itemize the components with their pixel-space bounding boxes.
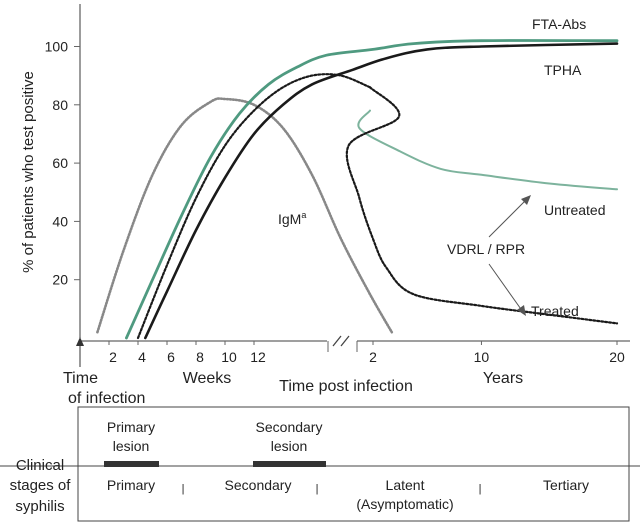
origin-label-1: Time [63, 370, 98, 387]
igm-label: IgMa [278, 210, 306, 227]
origin-arrow-head [76, 337, 84, 346]
x-tick-label-year-10: 10 [474, 349, 490, 365]
stages-title-1: Clinical [16, 457, 64, 474]
y-tick-label-100: 100 [45, 39, 69, 55]
vdrl-rpr-label: VDRL / RPR [447, 241, 525, 257]
x-tick-label-week-10: 10 [221, 349, 237, 365]
x-tick-label-week-8: 8 [196, 349, 204, 365]
untreated-label: Untreated [544, 202, 605, 218]
curves [96, 39, 619, 340]
stages-title-2: stages of [10, 477, 72, 494]
stage-tertiary: Tertiary [543, 477, 589, 493]
stage-secondary: Secondary [225, 477, 292, 493]
y-tick-label-80: 80 [52, 97, 68, 113]
y-axis-label: % of patients who test positive [20, 71, 37, 273]
curve-fta-abs [125, 39, 619, 340]
fta-abs-label: FTA-Abs [532, 16, 586, 32]
curve-vdrl-rpr-early [136, 73, 372, 340]
y-tick-label-60: 60 [52, 155, 68, 171]
x-tick-label-week-6: 6 [167, 349, 175, 365]
secondary-lesion-label-2: lesion [271, 438, 308, 454]
years-label: Years [483, 370, 523, 387]
curve-vdrl-rpr-untreated [357, 109, 618, 191]
igm-superscript: a [301, 210, 306, 220]
stage-primary: Primary [107, 477, 155, 493]
stage-sep-3: | [479, 483, 482, 495]
x-axis-label: Time post infection [279, 378, 413, 395]
x-tick-label-week-2: 2 [109, 349, 117, 365]
x-tick-label-year-20: 20 [609, 349, 625, 365]
secondary-lesion-label-1: Secondary [256, 419, 323, 435]
treated-arrow [488, 263, 526, 316]
curve-igm [96, 97, 394, 334]
x-tick-label-year-2: 2 [369, 349, 377, 365]
x-tick-label-week-4: 4 [138, 349, 146, 365]
curve-tpha [144, 42, 619, 340]
stage-sep-2: | [316, 483, 319, 495]
axis-break-mark [332, 335, 350, 347]
y-tick-label-40: 40 [52, 213, 68, 229]
untreated-arrow [488, 195, 531, 238]
x-tick-label-week-12: 12 [250, 349, 266, 365]
stages-title-3: syphilis [15, 498, 64, 515]
treated-label: Treated [531, 303, 579, 319]
y-tick-label-20: 20 [52, 272, 68, 288]
tpha-label: TPHA [544, 62, 582, 78]
secondary-lesion-bar [253, 461, 326, 467]
origin-label-2: of infection [68, 390, 145, 407]
primary-lesion-label-1: Primary [107, 419, 155, 435]
axis-ticks: 20 40 60 80 100 2 4 6 8 10 12 2 10 20 [45, 39, 625, 366]
stages-panel [77, 406, 630, 522]
primary-lesion-bar [104, 461, 159, 467]
stage-sep-1: | [182, 483, 185, 495]
stage-latent-2: (Asymptomatic) [356, 496, 453, 512]
weeks-label: Weeks [183, 370, 232, 387]
stage-latent-1: Latent [386, 477, 425, 493]
primary-lesion-label-2: lesion [113, 438, 150, 454]
igm-label-text: IgM [278, 211, 301, 227]
